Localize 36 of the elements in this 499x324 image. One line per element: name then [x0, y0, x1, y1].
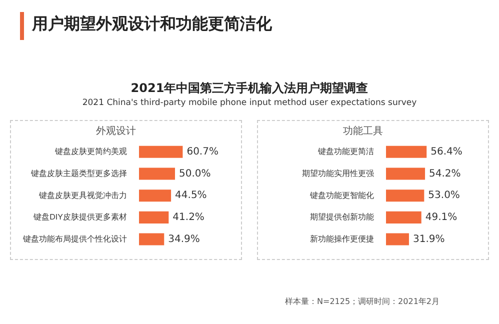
y-tick-label: 键盘功能更简洁 [317, 147, 374, 156]
y-tick-label: 键盘功能布局提供个性化设计 [22, 234, 127, 244]
text: 用户期望外观设计和功能更简洁化 [32, 14, 272, 35]
data-label: 60.7% [186, 146, 218, 158]
data-label: 34.9% [168, 234, 200, 245]
text: 样本量：N=2125；调研时间：2021年2月 [285, 296, 440, 307]
data-label: 49.1% [425, 212, 458, 224]
y-tick-label: 期望功能实用性更强 [302, 168, 374, 178]
data-label: 44.5% [175, 190, 207, 202]
bar [386, 146, 427, 158]
y-tick-label: 键盘皮肤更简约美观 [54, 147, 127, 156]
chart-title: 功能工具 [343, 124, 383, 137]
y-tick-label: 键盘DIY皮肤提供更多素材 [32, 212, 127, 222]
bar [139, 146, 183, 158]
bar [386, 168, 426, 180]
data-label: 53.0% [428, 190, 460, 202]
data-label: 56.4% [430, 146, 462, 158]
y-tick-label: 键盘皮肤更具视觉冲击力 [38, 190, 127, 200]
text: 2021 China's third-party mobile phone input method user expectations survey [81, 98, 418, 108]
data-label: 31.9% [412, 234, 445, 245]
bar [386, 233, 409, 246]
y-tick-label: 期望提供创新功能 [310, 212, 374, 222]
data-label: 54.2% [429, 168, 461, 180]
bar [139, 211, 169, 224]
bar [139, 168, 175, 180]
text: 2021年中国第三方手机输入法用户期望调查 [130, 80, 370, 97]
bar [139, 233, 164, 246]
bar [139, 190, 172, 202]
y-tick-label: 键盘皮肤主题类型更多选择 [30, 168, 127, 178]
chart-title: 外观设计 [96, 124, 136, 137]
y-tick-label: 新功能操作更便捷 [310, 234, 374, 244]
data-label: 41.2% [172, 212, 204, 224]
data-label: 50.0% [179, 168, 211, 180]
y-tick-label: 键盘功能更智能化 [309, 190, 374, 200]
bar [386, 211, 422, 224]
bar [386, 190, 424, 202]
